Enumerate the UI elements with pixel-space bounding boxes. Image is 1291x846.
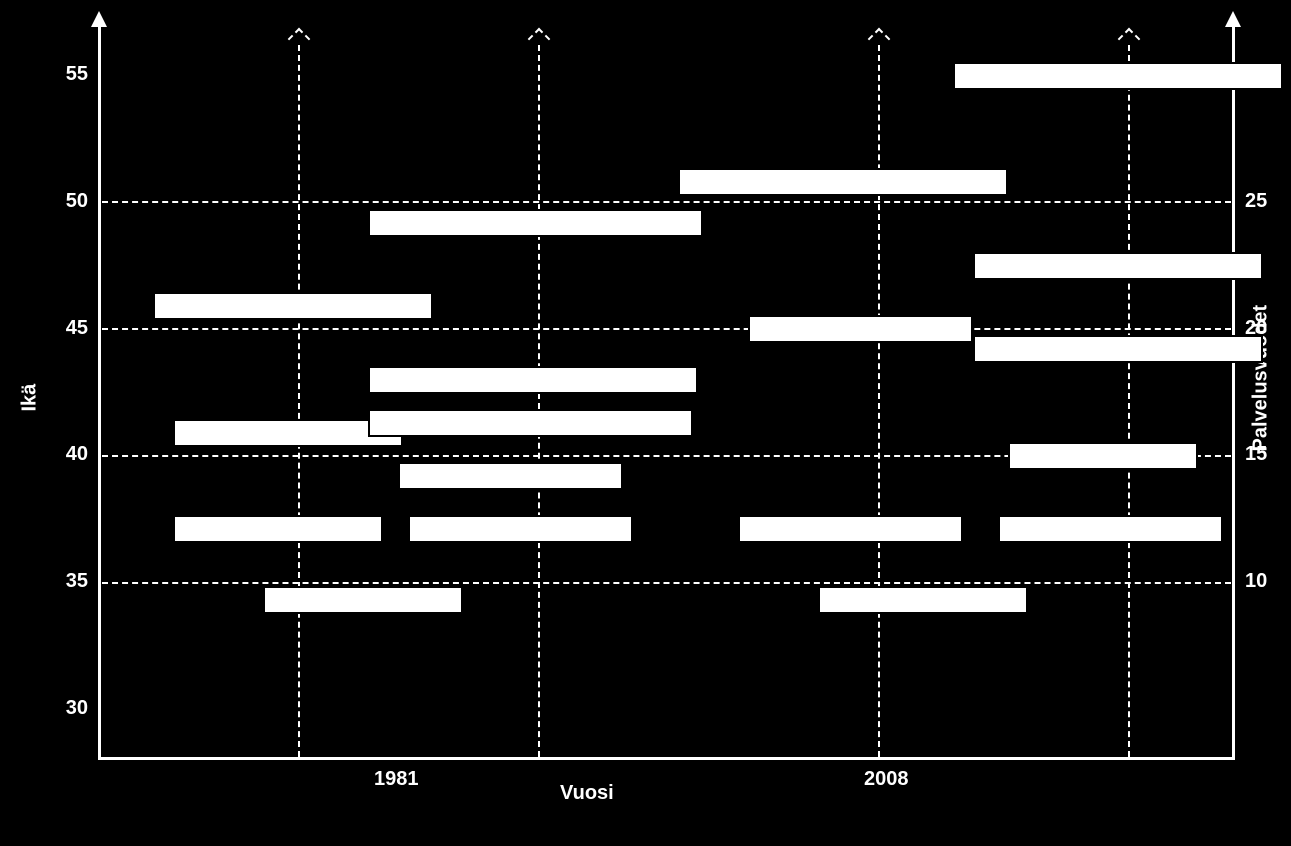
data-bar [368,366,698,394]
x-group-label: 2008 [864,768,909,791]
vertical-marker-line [878,45,880,757]
y-left-tick-label: 35 [66,570,88,593]
axis-arrow-icon [1225,11,1241,27]
chart-root: Ikä Palvelusvuodet Vuosi 303540455055101… [0,0,1291,846]
data-bar [398,462,623,490]
gridline [102,582,1231,584]
vertical-marker-line [1128,45,1130,757]
y-left-axis-title: Ikä [19,372,42,412]
data-bar [153,292,433,320]
axis-line [98,25,101,760]
gridline [102,201,1231,203]
y-left-tick-label: 45 [66,317,88,340]
gridline [102,328,1231,330]
y-right-tick-label: 10 [1245,570,1267,593]
y-left-tick-label: 50 [66,190,88,213]
x-group-label: 1981 [374,768,419,791]
data-bar [998,515,1223,543]
data-bar [953,62,1283,90]
data-bar [738,515,963,543]
data-bar [748,315,973,343]
data-bar [818,586,1028,614]
data-bar [263,586,463,614]
axis-line [1232,25,1235,760]
y-left-tick-label: 55 [66,63,88,86]
data-bar [973,252,1263,280]
vertical-marker-line [298,45,300,757]
y-left-tick-label: 30 [66,697,88,720]
data-bar [368,409,693,437]
y-right-tick-label: 25 [1245,190,1267,213]
y-right-tick-label: 15 [1245,443,1267,466]
data-bar [973,335,1263,363]
data-bar [173,515,383,543]
axis-arrow-icon [91,11,107,27]
x-axis-title: Vuosi [560,782,614,805]
data-bar [368,209,703,237]
data-bar [1008,442,1198,470]
data-bar [678,168,1008,196]
vertical-marker-line [538,45,540,757]
y-left-tick-label: 40 [66,443,88,466]
data-bar [408,515,633,543]
axis-line [98,757,1235,760]
